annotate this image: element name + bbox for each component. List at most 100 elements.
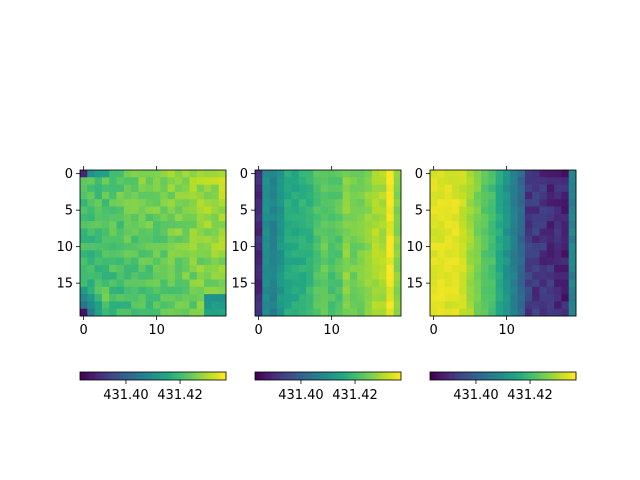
heatmap-cell xyxy=(284,301,292,310)
heatmap-cell xyxy=(276,191,285,200)
heatmap-cell xyxy=(101,286,110,295)
heatmap-cell xyxy=(284,294,292,302)
colorbar-segment xyxy=(378,372,381,380)
colorbar-segment xyxy=(445,372,449,380)
heatmap-cell xyxy=(313,264,322,273)
heatmap-cell xyxy=(313,257,322,266)
heatmap-cell xyxy=(189,250,198,258)
heatmap-cell xyxy=(174,243,183,251)
heatmap-cell xyxy=(335,272,343,280)
heatmap-cell xyxy=(459,170,467,178)
heatmap-cell xyxy=(138,170,147,178)
heatmap-cell xyxy=(342,170,351,178)
heatmap-cell xyxy=(87,286,95,295)
heatmap-cell xyxy=(517,235,526,244)
heatmap-cell xyxy=(284,191,292,200)
colorbar-tick-label: 431.40 xyxy=(278,388,324,403)
heatmap-cell xyxy=(371,199,380,207)
x-tick-label: 0 xyxy=(430,323,438,338)
heatmap-cell xyxy=(138,257,147,266)
heatmap-cell xyxy=(313,177,322,185)
heatmap-cell xyxy=(276,308,285,317)
colorbar-segment xyxy=(223,372,227,380)
heatmap-cell xyxy=(204,184,212,193)
heatmap-cell xyxy=(342,206,351,215)
heatmap-cell xyxy=(328,279,336,288)
heatmap-cell xyxy=(255,264,263,273)
heatmap-cell xyxy=(386,272,395,280)
heatmap-cell xyxy=(430,235,438,244)
heatmap-cell xyxy=(153,177,161,185)
heatmap-cell xyxy=(123,272,132,280)
heatmap-cell xyxy=(182,221,190,229)
heatmap-cell xyxy=(466,308,475,317)
heatmap-cell xyxy=(284,184,292,193)
heatmap-cell xyxy=(466,235,475,244)
heatmap-cell xyxy=(320,301,329,310)
heatmap-cell xyxy=(153,199,161,207)
heatmap-cell xyxy=(568,206,577,215)
heatmap-cell xyxy=(276,177,285,185)
colorbar-segment xyxy=(375,372,379,380)
heatmap-cell xyxy=(444,228,453,237)
heatmap-cell xyxy=(539,279,548,288)
heatmap-cell xyxy=(174,221,183,229)
heatmap-cell xyxy=(481,199,489,207)
heatmap-cell xyxy=(255,272,263,280)
heatmap-cell xyxy=(451,286,460,295)
heatmap-cell xyxy=(174,301,183,310)
heatmap-cell xyxy=(189,235,198,244)
heatmap-cell xyxy=(357,191,365,200)
heatmap-cell xyxy=(320,177,329,185)
heatmap-cell xyxy=(320,184,329,193)
colorbar-segment xyxy=(114,372,117,380)
heatmap-cell xyxy=(153,272,161,280)
colorbar-segment xyxy=(102,372,106,380)
heatmap-cell xyxy=(430,250,438,258)
heatmap-cell xyxy=(255,184,263,193)
heatmap-cell xyxy=(196,235,205,244)
heatmap-cell xyxy=(335,170,343,178)
heatmap-cell xyxy=(291,257,300,266)
heatmap-cell xyxy=(386,191,395,200)
heatmap-cell xyxy=(218,272,227,280)
heatmap-cell xyxy=(393,264,402,273)
heatmap-cell xyxy=(284,199,292,207)
heatmap-cell xyxy=(459,228,467,237)
heatmap-cell xyxy=(466,279,475,288)
heatmap-cell xyxy=(503,199,511,207)
heatmap-cell xyxy=(386,235,395,244)
heatmap-cell xyxy=(371,213,380,222)
heatmap-cell xyxy=(459,206,467,215)
heatmap-cell xyxy=(123,294,132,302)
heatmap-cell xyxy=(138,213,147,222)
heatmap-cell xyxy=(364,286,373,295)
heatmap-cell xyxy=(284,213,292,222)
heatmap-cell xyxy=(320,213,329,222)
colorbar-segment xyxy=(566,372,570,380)
colorbar-segment xyxy=(157,372,161,380)
colorbar-segment xyxy=(475,372,479,380)
heatmap-cell xyxy=(488,206,497,215)
heatmap-cell xyxy=(145,279,154,288)
heatmap-cell xyxy=(160,294,168,302)
heatmap-cell xyxy=(160,228,168,237)
colorbar-segment xyxy=(168,372,172,380)
heatmap-cell xyxy=(182,206,190,215)
heatmap-cell xyxy=(291,184,300,193)
heatmap-cell xyxy=(153,279,161,288)
heatmap-cell xyxy=(473,199,482,207)
heatmap-cell xyxy=(510,308,518,317)
heatmap-cell xyxy=(160,286,168,295)
heatmap-cell xyxy=(116,170,125,178)
heatmap-cell xyxy=(138,206,147,215)
heatmap-cell xyxy=(328,184,336,193)
colorbar-segment xyxy=(171,372,174,380)
heatmap-cell xyxy=(313,191,322,200)
heatmap-cell xyxy=(328,206,336,215)
heatmap-cell xyxy=(437,294,445,302)
heatmap-cell xyxy=(364,206,373,215)
heatmap-cell xyxy=(437,170,445,178)
heatmap-cell xyxy=(80,177,88,185)
heatmap-cell xyxy=(131,228,139,237)
